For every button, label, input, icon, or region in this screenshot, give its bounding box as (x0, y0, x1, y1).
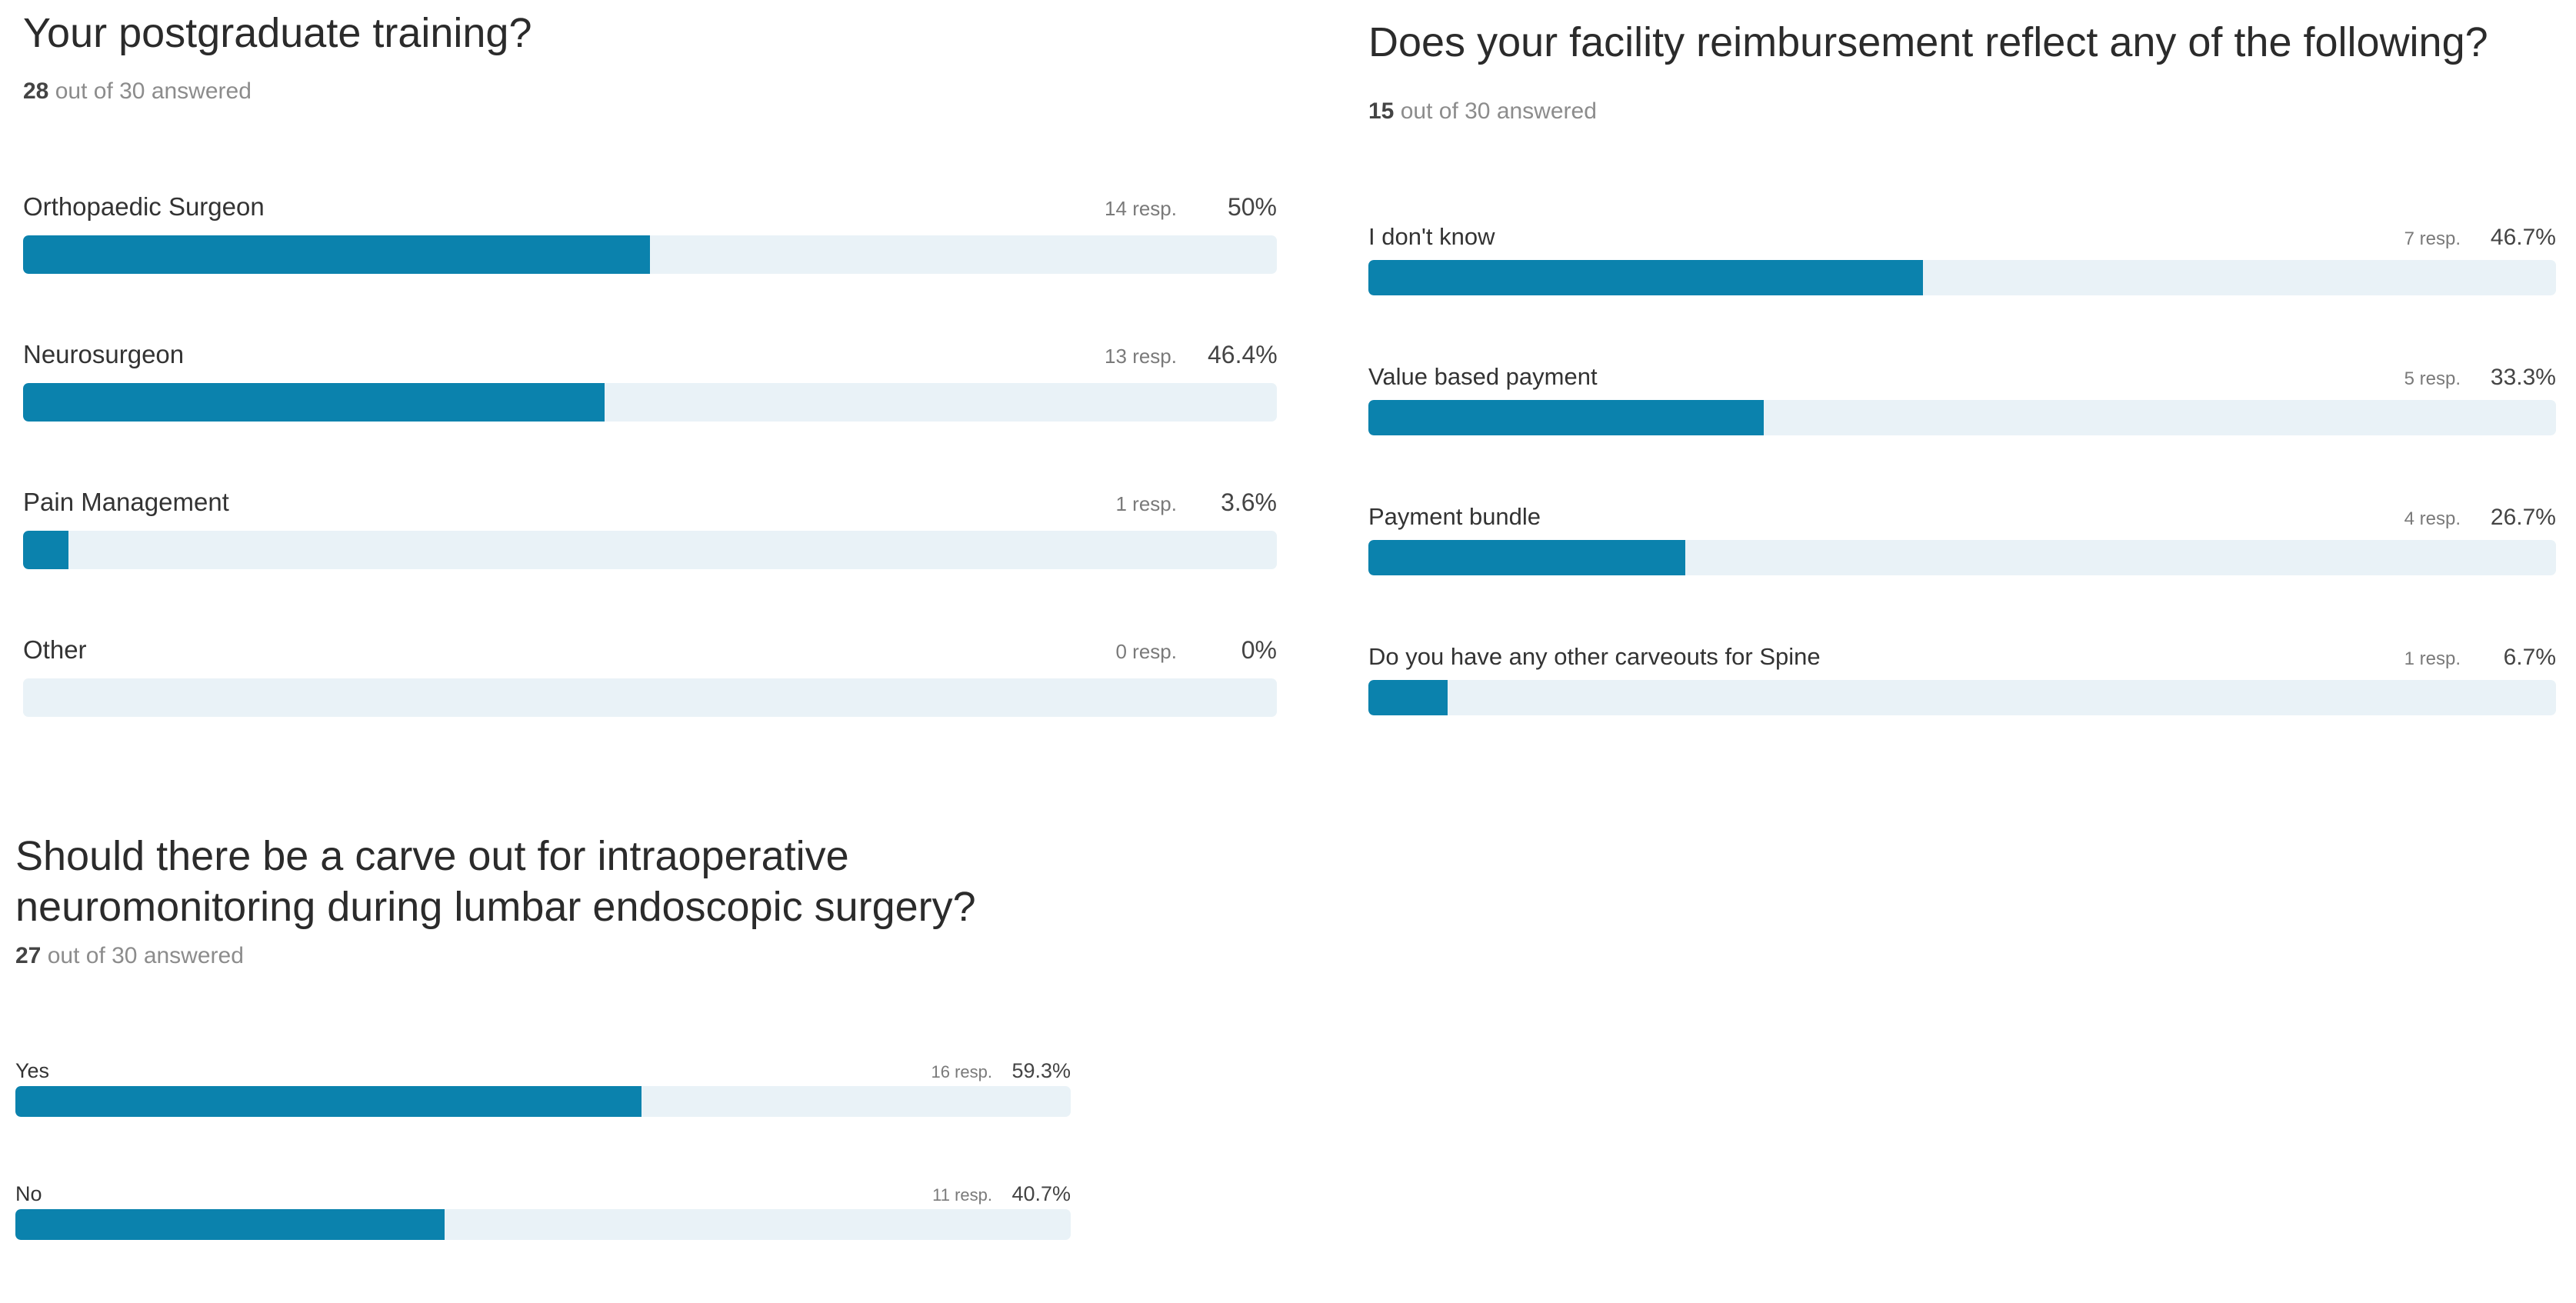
bar-item: Pain Management 1 resp. 3.6% (23, 483, 1277, 569)
percent-label: 0% (1241, 636, 1277, 664)
response-count: 1 resp. (2404, 648, 2461, 669)
answered-suffix: out of 30 answered (1400, 98, 1597, 124)
response-count: 16 resp. (931, 1062, 993, 1081)
bar-item: Neurosurgeon 13 resp. 46.4% (23, 335, 1278, 422)
bar-fill (23, 383, 605, 422)
bar-track (15, 1086, 1071, 1117)
bar-track (15, 1209, 1071, 1240)
bar-item-header: Orthopaedic Surgeon 14 resp. 50% (23, 188, 1277, 222)
response-count: 7 resp. (2404, 228, 2461, 249)
bar-fill (15, 1209, 445, 1240)
bar-track (1368, 680, 2556, 715)
bar-label: Yes (15, 1059, 50, 1082)
bar-item-header: Do you have any other carveouts for Spin… (1368, 637, 2556, 671)
bar-item: No 11 resp. 40.7% (15, 1172, 1071, 1240)
answered-number: 28 (23, 78, 49, 104)
bar-item: Yes 16 resp. 59.3% (15, 1049, 1071, 1117)
response-count: 1 resp. (1115, 492, 1178, 515)
percent-label: 40.7% (1011, 1182, 1071, 1205)
bar-label: Value based payment (1368, 363, 1598, 390)
percent-label: 46.4% (1208, 341, 1278, 368)
response-count: 11 resp. (932, 1185, 992, 1205)
bar-label: I don't know (1368, 223, 1495, 250)
answered-suffix: out of 30 answered (55, 78, 252, 104)
bar-item-header: No 11 resp. 40.7% (15, 1172, 1071, 1206)
question-title: Your postgraduate training? (23, 10, 532, 56)
bar-fill (23, 531, 68, 569)
question-title: Does your facility reimbursement reflect… (1368, 19, 2488, 65)
answered-count: 15 out of 30 answered (1368, 98, 2556, 125)
answered-count: 27 out of 30 answered (15, 943, 1071, 969)
bar-fill (23, 235, 650, 274)
bar-item-header: I don't know 7 resp. 46.7% (1368, 217, 2556, 251)
question-title: Should there be a carve out for intraope… (15, 833, 976, 930)
bar-fill (15, 1086, 642, 1117)
bar-meta: 16 resp. 59.3% (931, 1059, 1071, 1083)
bar-fill (1368, 260, 1924, 295)
response-count: 14 resp. (1105, 197, 1177, 220)
percent-label: 59.3% (1011, 1059, 1071, 1082)
bar-track (1368, 540, 2556, 575)
bar-item: Orthopaedic Surgeon 14 resp. 50% (23, 188, 1277, 274)
bar-chart-neuromonitoring-carve-out: Yes 16 resp. 59.3% No 11 resp. 40.7% (15, 1049, 1071, 1303)
answered-suffix: out of 30 answered (47, 943, 244, 968)
response-count: 13 resp. (1105, 345, 1177, 368)
bar-track (1368, 400, 2556, 435)
bar-label: No (15, 1182, 42, 1205)
bar-fill (1368, 400, 1765, 435)
bar-label: Orthopaedic Surgeon (23, 192, 265, 221)
response-count: 5 resp. (2404, 368, 2461, 389)
percent-label: 33.3% (2490, 365, 2556, 390)
bar-track (23, 678, 1277, 717)
bar-track (23, 383, 1277, 422)
percent-label: 26.7% (2490, 505, 2556, 530)
bar-meta: 0 resp. 0% (1116, 636, 1278, 665)
percent-label: 6.7% (2503, 645, 2556, 670)
percent-label: 50% (1227, 193, 1277, 221)
bar-track (23, 235, 1277, 274)
bar-track (1368, 260, 2556, 295)
bar-label: Other (23, 635, 87, 664)
bar-meta: 1 resp. 3.6% (1116, 488, 1278, 517)
bar-meta: 11 resp. 40.7% (932, 1182, 1071, 1206)
percent-label: 3.6% (1221, 488, 1277, 516)
bar-meta: 7 resp. 46.7% (2404, 225, 2556, 251)
bar-item: Payment bundle 4 resp. 26.7% (1368, 497, 2556, 575)
answered-number: 27 (15, 943, 42, 968)
bar-label: Payment bundle (1368, 503, 1541, 530)
bar-item: Other 0 resp. 0% (23, 631, 1277, 717)
answered-count: 28 out of 30 answered (23, 78, 1277, 105)
bar-item-header: Neurosurgeon 13 resp. 46.4% (23, 335, 1278, 369)
bar-fill (1368, 540, 1686, 575)
response-count: 0 resp. (1115, 640, 1178, 663)
bar-chart-postgraduate-training: Orthopaedic Surgeon 14 resp. 50% Neurosurge… (23, 188, 1278, 772)
bar-meta: 13 resp. 46.4% (1105, 341, 1278, 369)
bar-chart-facility-reimbursement: I don't know 7 resp. 46.7% Value based paym… (1368, 217, 2556, 755)
bar-item-header: Pain Management 1 resp. 3.6% (23, 483, 1277, 517)
bar-label: Do you have any other carveouts for Spin… (1368, 643, 1821, 670)
bar-item: Do you have any other carveouts for Spin… (1368, 637, 2556, 715)
bar-item: I don't know 7 resp. 46.7% (1368, 217, 2556, 295)
bar-label: Pain Management (23, 488, 229, 516)
question-panel-postgraduate-training: Your postgraduate training? 28 out of 30… (23, 8, 1278, 772)
question-panel-facility-reimbursement: Does your facility reimbursement reflect… (1368, 17, 2556, 755)
answered-number: 15 (1368, 98, 1395, 124)
response-count: 4 resp. (2404, 508, 2461, 529)
bar-item: Value based payment 5 resp. 33.3% (1368, 357, 2556, 435)
bar-item-header: Value based payment 5 resp. 33.3% (1368, 357, 2556, 391)
bar-item-header: Other 0 resp. 0% (23, 631, 1277, 665)
question-panel-neuromonitoring-carve-out: Should there be a carve out for intraope… (15, 831, 1071, 1303)
bar-label: Neurosurgeon (23, 340, 185, 368)
percent-label: 46.7% (2490, 225, 2556, 250)
bar-item-header: Yes 16 resp. 59.3% (15, 1049, 1071, 1083)
bar-meta: 4 resp. 26.7% (2404, 505, 2556, 531)
bar-meta: 1 resp. 6.7% (2404, 645, 2556, 671)
bar-fill (1368, 680, 1448, 715)
bar-item-header: Payment bundle 4 resp. 26.7% (1368, 497, 2556, 531)
bar-track (23, 531, 1277, 569)
bar-meta: 5 resp. 33.3% (2404, 365, 2556, 391)
bar-meta: 14 resp. 50% (1105, 193, 1277, 222)
